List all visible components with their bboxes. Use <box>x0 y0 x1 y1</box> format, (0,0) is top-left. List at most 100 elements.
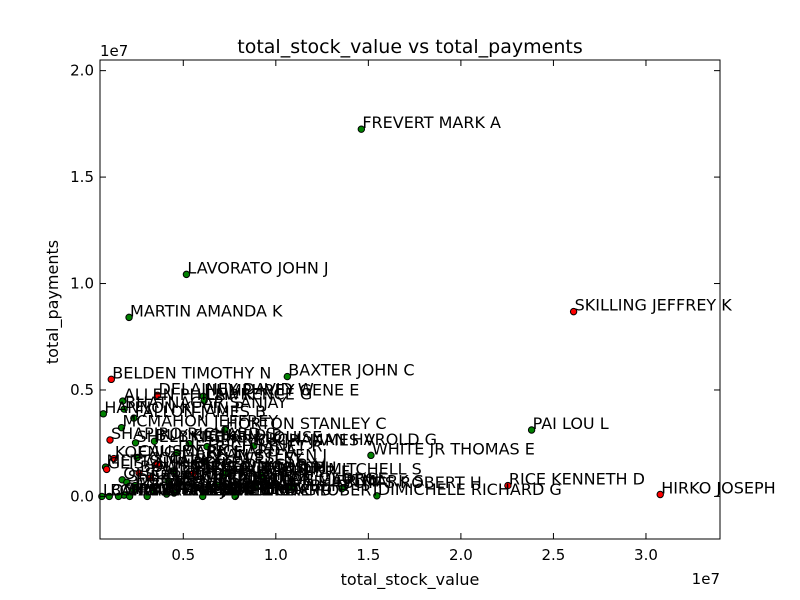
data-point <box>135 469 143 477</box>
point-label: BANNANTINE JAMES M <box>110 480 289 499</box>
data-point <box>143 492 151 501</box>
y-offset-label: 1e7 <box>100 42 128 60</box>
chart-title: total_stock_value vs total_payments <box>237 36 582 58</box>
data-point <box>203 442 211 451</box>
point-label: OLSON CINDY K <box>123 464 249 483</box>
point-label: YEAP SOON <box>174 477 268 496</box>
data-point <box>102 465 111 474</box>
data-point <box>200 457 209 465</box>
data-point <box>114 492 123 501</box>
x-offset-label: 1e7 <box>692 570 720 588</box>
y-tick-label: 0.5 <box>70 381 94 399</box>
data-point <box>146 474 155 482</box>
data-point <box>338 485 346 493</box>
data-point <box>250 442 258 450</box>
point-label: PIPER GREGORY F <box>155 475 298 494</box>
data-point <box>221 426 229 434</box>
point-label: TAYLOR MITCHELL S <box>262 459 422 478</box>
point-label: BUY RICHARD B <box>155 425 282 444</box>
data-point <box>153 461 162 469</box>
data-point <box>133 453 141 462</box>
point-label: RIEKER PAULA H <box>194 457 325 476</box>
point-label: BUTTS ROBERT H <box>343 473 482 492</box>
data-point <box>287 483 296 492</box>
data-point <box>131 439 140 447</box>
x-tick-label: 1.0 <box>264 546 288 564</box>
plot-frame <box>99 59 721 540</box>
y-tick-label: 1.0 <box>70 275 94 293</box>
point-label: SHAPIRO RICHARD S <box>111 424 276 443</box>
data-point <box>125 313 133 322</box>
data-point <box>169 467 177 475</box>
point-label: BOWEN JR RAYMOND M <box>140 457 327 476</box>
data-point <box>117 423 126 432</box>
point-labels-layer: FREVERT MARK A LAVORATO JOHN J MARTIN AMAN… <box>103 113 776 499</box>
data-point <box>656 490 664 499</box>
data-point <box>123 478 131 487</box>
point-label: BELDEN TIMOTHY N <box>112 363 271 382</box>
point-label: KEAN STEVEN J <box>206 445 327 464</box>
point-label: CAUSEY RICHARD A <box>138 441 296 460</box>
x-tick-label: 3.0 <box>634 546 658 564</box>
point-label: DIETRICH JANET R <box>178 437 322 456</box>
point-label: METTS MARK <box>107 451 212 470</box>
data-point <box>164 477 172 485</box>
data-point <box>212 481 221 489</box>
data-point <box>120 405 128 413</box>
data-point <box>527 426 536 434</box>
point-label: HIRKO JOSEPH <box>661 479 775 498</box>
data-point <box>149 486 158 495</box>
point-label: FREVERT MARK A <box>362 113 501 132</box>
point-label: LOWRY CHARLES P <box>103 480 254 499</box>
point-label: DELAINEY DAVID W <box>159 379 314 398</box>
point-label: MCMAHON JEFFREY <box>122 412 278 431</box>
data-point <box>373 492 381 500</box>
x-tick-label: 0.5 <box>171 546 195 564</box>
y-tick-label: 2.0 <box>70 62 94 80</box>
data-point <box>153 391 162 399</box>
data-point <box>200 396 208 405</box>
point-label: FALLON JAMES B <box>135 402 266 421</box>
points-layer <box>98 125 664 501</box>
point-label: HICKERSON GARY J <box>174 455 326 474</box>
point-label: BECK SALLY W <box>180 468 296 487</box>
point-label: DURAN WILLIAM D <box>136 470 284 489</box>
data-point <box>504 481 512 490</box>
data-point <box>182 270 191 279</box>
data-point <box>258 471 266 480</box>
x-tick-label: 1.5 <box>356 546 380 564</box>
point-label: BUCHANAN HAROLD G <box>255 430 437 449</box>
point-label: GOLD JOSEPH <box>226 458 337 477</box>
point-label: BHATNAGAR SANJAY <box>125 393 287 412</box>
point-label: HORTON STANLEY C <box>226 414 387 433</box>
x-tick-label: 2.5 <box>542 546 566 564</box>
data-point <box>231 492 239 501</box>
data-point <box>125 492 134 501</box>
point-label: KOENIG MARK E <box>115 443 243 462</box>
data-point <box>110 454 118 463</box>
data-point <box>119 397 127 405</box>
data-point <box>107 375 115 384</box>
point-label: DERRICK JR. JAMES V <box>208 431 375 450</box>
point-label: GLISAN JR BEN F <box>108 453 241 472</box>
data-point <box>174 480 183 488</box>
data-point <box>283 372 291 381</box>
point-label: KITCHEN LOUISE <box>190 428 322 447</box>
data-point <box>185 439 193 448</box>
point-label: SHELBY REX <box>137 427 235 446</box>
data-point <box>106 436 114 444</box>
point-label: JAEDICKE ROBERT <box>235 480 380 499</box>
point-label: MULLER MARK S <box>293 472 424 491</box>
data-point <box>221 470 229 478</box>
point-label: WALLS JR ROBERT H <box>206 476 368 495</box>
point-label: CALGER CHRISTOPHER F <box>152 462 351 481</box>
data-point <box>569 307 578 316</box>
x-axis-label: total_stock_value <box>341 570 480 590</box>
data-point <box>199 492 207 501</box>
data-point <box>367 451 375 460</box>
data-point <box>357 125 366 133</box>
point-label: COLWELL WESLEY <box>158 449 303 468</box>
point-label: WASAFF GEORGE <box>135 474 275 493</box>
data-point <box>105 492 113 501</box>
